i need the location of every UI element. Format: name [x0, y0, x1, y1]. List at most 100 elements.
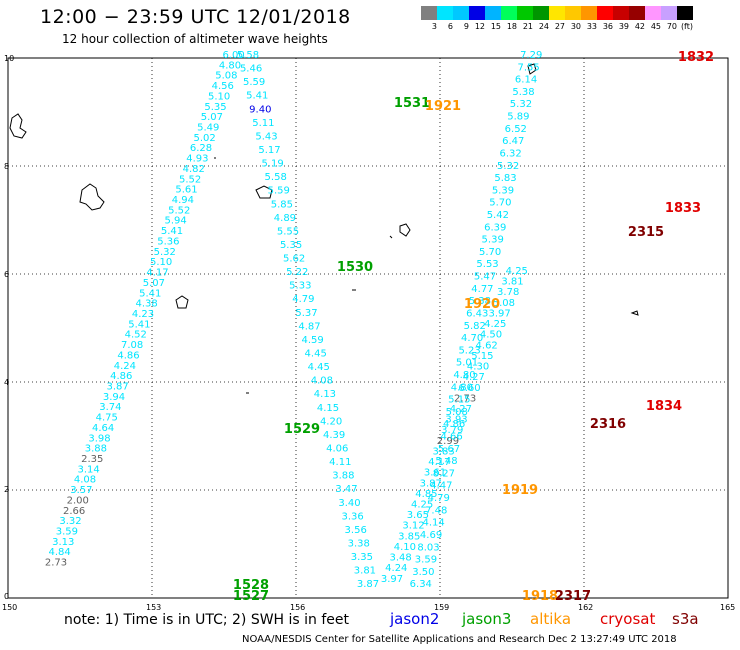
wave-height-label: 4.89: [274, 213, 296, 224]
page-title: 12:00 − 23:59 UTC 12/01/2018: [40, 6, 351, 28]
wave-height-label: 6.32: [500, 148, 522, 159]
colorbar: [421, 6, 693, 20]
wave-height-label: 3.61: [424, 468, 446, 479]
colorbar-swatch: [549, 6, 565, 20]
legend-cryosat: cryosat: [600, 610, 656, 628]
wave-height-label: 4.23: [132, 309, 154, 320]
wave-height-label: 4.27: [450, 404, 472, 415]
wave-height-label: 5.36: [157, 236, 179, 247]
wave-height-label: 4.08: [311, 376, 333, 387]
wave-height-label: 5.41: [161, 226, 183, 237]
wave-height-label: 5.82: [464, 321, 486, 332]
wave-height-label: 4.39: [323, 430, 345, 441]
wave-height-label: 5.94: [164, 216, 186, 227]
wave-height-label: 5.85: [271, 199, 293, 210]
wave-height-label: 3.94: [103, 392, 125, 403]
colorbar-label: 45: [650, 22, 661, 31]
wave-height-label: 7.55: [517, 62, 539, 73]
wave-height-label: 3.88: [332, 471, 354, 482]
colorbar-swatch: [581, 6, 597, 20]
wave-height-label: 6.47: [502, 136, 524, 147]
wave-height-label: 5.70: [489, 198, 511, 209]
wave-height-label: 4.64: [92, 423, 114, 434]
wave-height-label: 4.24: [385, 563, 407, 574]
pass-time-label: 2316: [590, 417, 626, 432]
wave-height-label: 3.81: [354, 566, 376, 577]
wave-height-label: 5.10: [208, 91, 230, 102]
wave-height-label: 7.29: [520, 50, 542, 61]
axis-y-tick: 10: [4, 54, 15, 63]
wave-height-label: 3.40: [338, 498, 360, 509]
wave-height-label: 4.56: [212, 81, 234, 92]
island-outline: [255, 185, 273, 199]
wave-height-label: 5.32: [154, 247, 176, 258]
pass-time-label: 1527: [233, 589, 269, 604]
wave-height-label: 2.66: [63, 506, 85, 517]
island-outline: [175, 295, 189, 309]
wave-height-label: 3.14: [77, 464, 99, 475]
wave-height-label: 5.23: [458, 345, 480, 356]
wave-height-label: 4.47: [430, 481, 452, 492]
page-subtitle: 12 hour collection of altimeter wave hei…: [62, 32, 328, 46]
pass-time-label: 1531: [394, 96, 430, 111]
axis-x-tick: 150: [2, 603, 18, 612]
colorbar-swatch: [421, 6, 437, 20]
wave-height-label: 3.87: [106, 381, 128, 392]
wave-height-label: 4.70: [461, 333, 483, 344]
wave-height-label: 3.87: [357, 579, 379, 590]
wave-height-label: 3.56: [345, 525, 367, 536]
wave-height-label: 6.14: [515, 75, 537, 86]
axis-x-tick: 165: [720, 603, 736, 612]
wave-height-label: 5.52: [179, 174, 201, 185]
wave-height-label: 5.15: [471, 351, 493, 362]
wave-height-label: 8.27: [433, 468, 455, 479]
wave-height-label: 4.62: [476, 340, 498, 351]
wave-height-label: 4.13: [314, 389, 336, 400]
wave-height-label: 5.38: [469, 296, 491, 307]
pass-time-label: 2317: [555, 589, 591, 604]
wave-height-label: 4.69: [420, 530, 442, 541]
wave-height-label: 4.86: [443, 419, 465, 430]
pass-time-label: 2315: [628, 225, 664, 240]
wave-height-label: 5.35: [204, 102, 226, 113]
pass-time-label: 1918: [522, 589, 558, 604]
axis-y-tick: 8: [4, 162, 10, 171]
wave-height-label: 5.08: [215, 71, 237, 82]
wave-height-label: 4.14: [423, 518, 445, 529]
wave-height-label: 4.84: [48, 547, 70, 558]
wave-height-label: 4.17: [146, 268, 168, 279]
wave-height-label: 3.78: [497, 287, 519, 298]
colorbar-label: 42: [634, 22, 645, 31]
wave-height-label: 4.11: [329, 457, 351, 468]
colorbar-label: 3: [431, 22, 437, 31]
wave-height-label: 5.37: [295, 308, 317, 319]
wave-height-label: 3.87: [420, 478, 442, 489]
wave-height-label: 3.35: [351, 552, 373, 563]
wave-height-label: 4.77: [471, 284, 493, 295]
colorbar-label: 21: [522, 22, 533, 31]
wave-height-label: 6.43: [466, 308, 488, 319]
wave-height-label: 4.85: [415, 489, 437, 500]
wave-height-label: 5.33: [289, 281, 311, 292]
wave-height-label: 4.82: [183, 164, 205, 175]
wave-height-label: 3.74: [99, 402, 121, 413]
map-frame: [7, 57, 729, 599]
pass-time-label: 1919: [502, 483, 538, 498]
wave-height-label: 3.79: [441, 425, 463, 436]
colorbar-swatch: [453, 6, 469, 20]
colorbar-label: 12: [474, 22, 485, 31]
wave-height-label: 5.41: [246, 91, 268, 102]
wave-height-label: 5.35: [280, 240, 302, 251]
wave-height-label: 5.52: [168, 205, 190, 216]
wave-height-label: 5.48: [435, 456, 457, 467]
wave-height-label: 6.52: [505, 124, 527, 135]
wave-height-label: 4.45: [305, 349, 327, 360]
wave-height-label: 5.32: [497, 161, 519, 172]
wave-height-label: 4.86: [117, 350, 139, 361]
axis-y-tick: 4: [4, 378, 10, 387]
pass-time-label: 1832: [678, 50, 714, 65]
axis-y-tick: 2: [4, 485, 10, 494]
island-outline: [399, 223, 411, 237]
legend-jason3: jason3: [462, 610, 512, 628]
wave-height-label: 5.39: [492, 185, 514, 196]
